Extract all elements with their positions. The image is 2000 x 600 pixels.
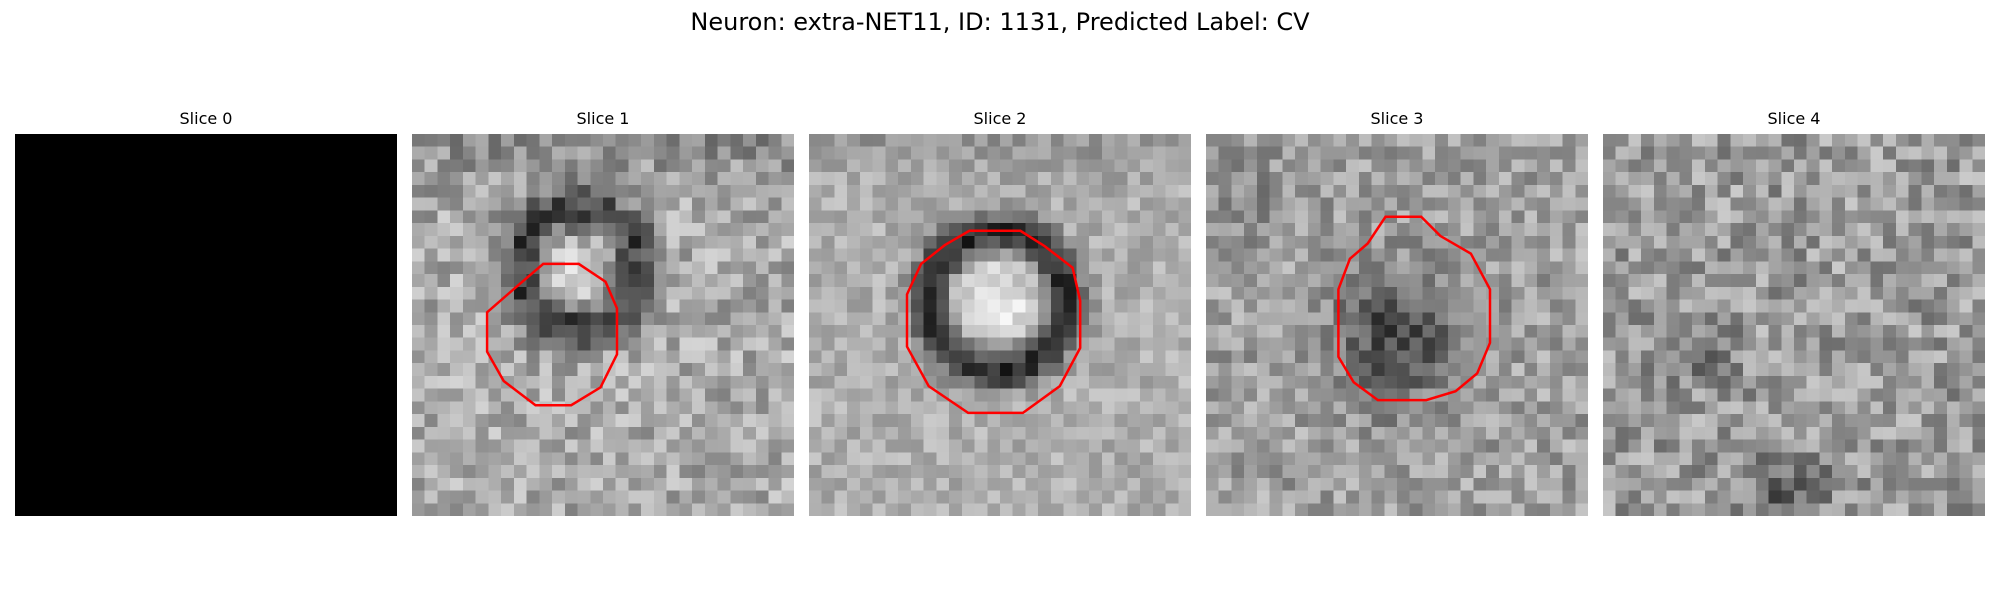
figure-title: Neuron: extra-NET11, ID: 1131, Predicted…: [690, 8, 1310, 36]
slice-title: Slice 1: [576, 109, 630, 128]
slice-title: Slice 4: [1767, 109, 1821, 128]
slice-title: Slice 2: [973, 109, 1027, 128]
slice-image-4: [1603, 134, 1985, 516]
slice-image-0: [15, 134, 397, 516]
roi-outline: [905, 229, 1082, 415]
slice-image-1: [412, 134, 794, 516]
roi-outline: [1337, 215, 1492, 402]
slice-image-2: [809, 134, 1191, 516]
slice-image-3: [1206, 134, 1588, 516]
slice-title: Slice 0: [179, 109, 233, 128]
slice-title: Slice 3: [1370, 109, 1424, 128]
roi-outline: [485, 262, 619, 407]
